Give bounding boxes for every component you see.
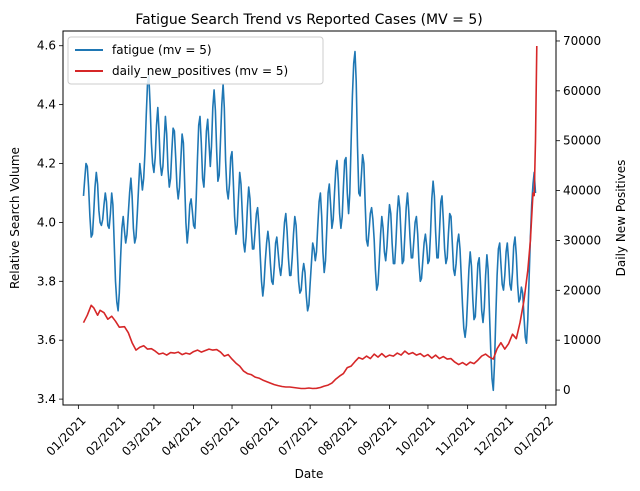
- series-layer: [82, 45, 538, 392]
- x-axis-label: Date: [295, 467, 324, 481]
- y-right-tick-label: 30000: [563, 233, 601, 247]
- y-right-tick-label: 60000: [563, 84, 601, 98]
- y-axis-right-label: Daily New Positives: [614, 160, 628, 277]
- plot-frame: [62, 30, 557, 406]
- y-right-tick-label: 50000: [563, 134, 601, 148]
- y-left-tick-label: 3.6: [37, 333, 56, 347]
- legend-label-fatigue: fatigue (mv = 5): [112, 43, 212, 57]
- y-left-tick-label: 3.8: [37, 274, 56, 288]
- y-left-tick-label: 4.0: [37, 215, 56, 229]
- y-right-tick-label: 10000: [563, 333, 601, 347]
- y-right-tick-label: 40000: [563, 184, 601, 198]
- y-axis-left: 3.4 3.6 3.8 4.0 4.2 4.4 4.6: [37, 39, 63, 406]
- y-left-tick-label: 4.6: [37, 39, 56, 53]
- y-left-tick-label: 3.4: [37, 392, 56, 406]
- y-axis-right: 0 10000 20000 30000 40000 50000 60000 70000: [556, 34, 601, 397]
- y-left-tick-label: 4.2: [37, 157, 56, 171]
- plot-area: [62, 30, 557, 406]
- chart-title: Fatigue Search Trend vs Reported Cases (…: [135, 12, 482, 28]
- y-left-tick-label: 4.4: [37, 98, 56, 112]
- legend-label-daily-new-positives: daily_new_positives (mv = 5): [112, 64, 288, 78]
- legend-box: [67, 36, 324, 85]
- y-right-tick-label: 70000: [563, 34, 601, 48]
- series-line-fatigue: [82, 50, 537, 392]
- y-axis-left-label: Relative Search Volume: [8, 147, 22, 289]
- series-line-daily-new-positives: [82, 45, 538, 390]
- y-right-tick-label: 0: [563, 383, 571, 397]
- y-right-tick-label: 20000: [563, 283, 601, 297]
- legend: fatigue (mv = 5) daily_new_positives (mv…: [67, 36, 324, 85]
